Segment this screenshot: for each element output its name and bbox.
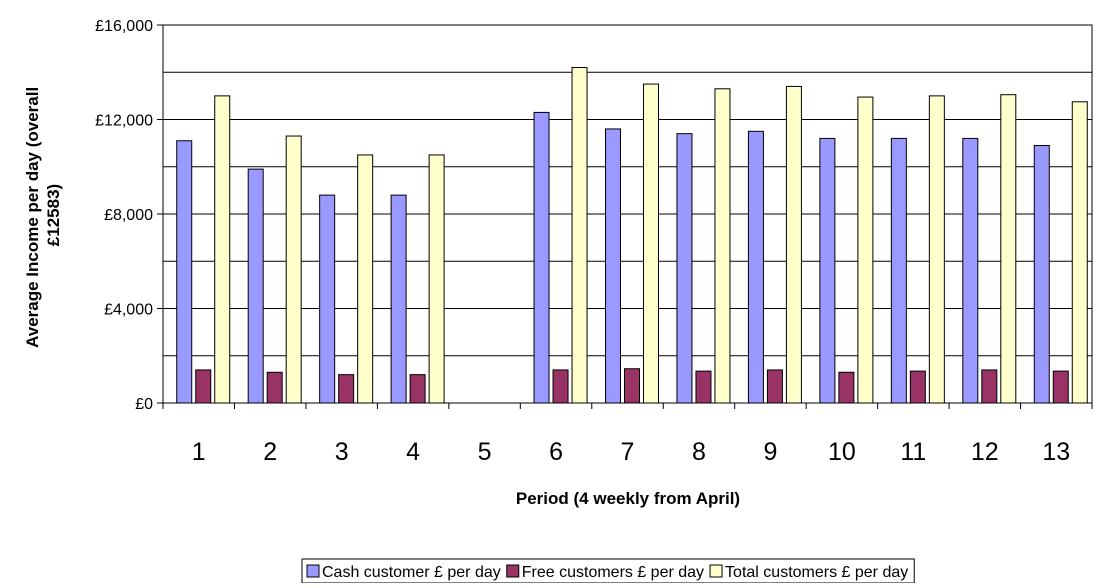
bar-series-2-period-7 xyxy=(624,368,640,404)
y-tick-label: £16,000 xyxy=(95,18,153,35)
legend-swatch-3 xyxy=(709,564,723,578)
bar-series-2-period-4 xyxy=(409,374,426,404)
x-tick-label: 9 xyxy=(763,438,777,466)
x-tick-labels: 1 2 3 4 5 6 7 8 9 10 11 12 13 xyxy=(192,438,1070,466)
legend-swatch-1 xyxy=(306,564,320,578)
x-tick-label: 8 xyxy=(692,438,706,466)
bar-series-1-period-10 xyxy=(819,137,836,404)
x-tick-label: 1 xyxy=(192,438,206,466)
bar-series-3-period-9 xyxy=(785,85,802,404)
bars xyxy=(176,67,1088,404)
x-tick-label: 7 xyxy=(621,438,635,466)
x-tick-label: 5 xyxy=(478,438,492,466)
legend-box xyxy=(301,558,915,584)
bar-series-1-period-4 xyxy=(390,194,407,404)
y-tick-label: £12,000 xyxy=(95,113,153,130)
legend-swatch-2 xyxy=(506,564,520,578)
bar-series-3-period-12 xyxy=(1000,94,1017,404)
bar-series-1-period-9 xyxy=(747,130,764,404)
gridlines xyxy=(163,24,1092,357)
bar-series-2-period-9 xyxy=(766,369,783,404)
x-axis-title: Period (4 weekly from April) xyxy=(516,489,740,508)
bar-series-3-period-6 xyxy=(571,67,588,404)
bar-series-3-period-8 xyxy=(714,88,731,404)
bar-series-1-period-12 xyxy=(962,137,979,404)
bar-series-2-period-1 xyxy=(195,369,212,404)
x-tick-label: 6 xyxy=(549,438,563,466)
bar-series-2-period-13 xyxy=(1052,370,1069,404)
x-tick-label: 10 xyxy=(828,438,856,466)
legend-label-2: Free customers £ per day xyxy=(522,564,704,581)
y-tick-label: £8,000 xyxy=(104,207,153,224)
bar-series-2-period-6 xyxy=(552,369,569,404)
y-tick-labels: £0 £4,000 £8,000 £12,000 £16,000 xyxy=(95,18,153,413)
bar-series-2-period-10 xyxy=(838,371,855,404)
y-axis-title-line-2: £12583) xyxy=(44,184,63,246)
bar-series-3-period-2 xyxy=(285,135,302,404)
y-axis-title-line-1: Average Income per day (overall xyxy=(23,87,42,348)
bar-series-1-period-8 xyxy=(676,133,693,404)
legend-label-3: Total customers £ per day xyxy=(725,564,908,581)
axes xyxy=(157,24,1093,409)
bar-series-3-period-7 xyxy=(643,83,659,404)
legend: Cash customer £ per day Free customers £ … xyxy=(301,558,915,584)
bar-series-1-period-11 xyxy=(890,137,907,404)
bar-series-3-period-11 xyxy=(928,95,945,404)
bar-series-1-period-1 xyxy=(176,140,193,404)
x-tick-label: 12 xyxy=(971,438,999,466)
bar-series-1-period-2 xyxy=(247,168,264,404)
x-tick-label: 4 xyxy=(406,438,420,466)
bar-series-3-period-13 xyxy=(1071,101,1088,404)
bar-series-3-period-10 xyxy=(857,96,874,404)
x-tick-label: 3 xyxy=(335,438,349,466)
y-tick-label: £4,000 xyxy=(104,302,153,319)
bar-series-2-period-2 xyxy=(266,371,283,404)
bar-series-1-period-3 xyxy=(319,194,336,404)
bar-series-1-period-7 xyxy=(605,128,621,404)
bar-series-3-period-1 xyxy=(214,95,231,404)
legend-label-1: Cash customer £ per day xyxy=(322,564,501,581)
bar-series-1-period-13 xyxy=(1033,144,1050,404)
x-tick-label: 2 xyxy=(263,438,277,466)
bar-series-2-period-12 xyxy=(981,369,998,404)
bar-series-3-period-3 xyxy=(357,154,374,404)
bar-series-2-period-8 xyxy=(695,370,712,404)
y-axis-title: Average Income per day (overall £12583) xyxy=(23,82,63,348)
bar-series-2-period-11 xyxy=(909,370,926,404)
y-tick-label: £0 xyxy=(135,396,153,413)
x-tick-label: 11 xyxy=(900,438,926,466)
bar-series-1-period-6 xyxy=(533,111,550,404)
x-tick-label: 13 xyxy=(1042,438,1070,466)
bar-series-3-period-4 xyxy=(428,154,445,404)
bar-series-2-period-3 xyxy=(338,374,355,404)
